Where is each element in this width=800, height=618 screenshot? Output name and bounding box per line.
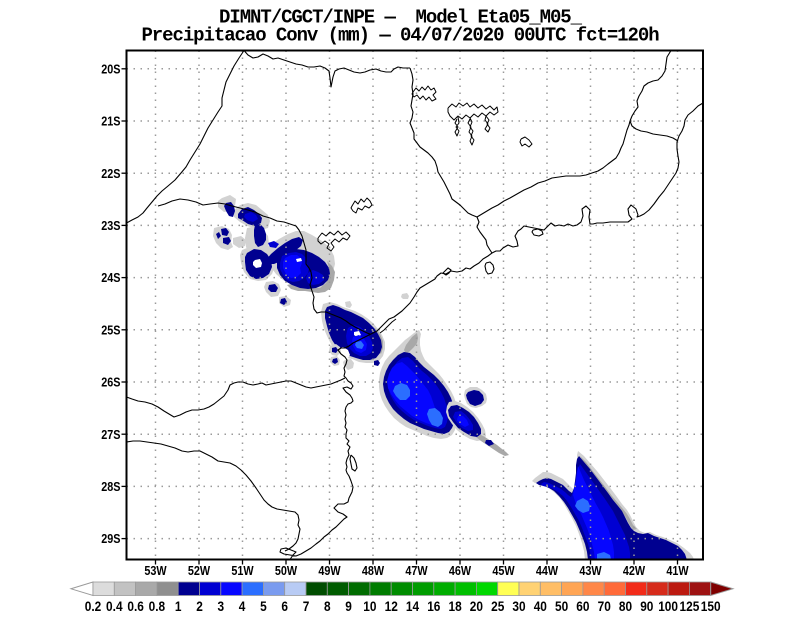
svg-text:14: 14 bbox=[406, 598, 420, 614]
svg-text:16: 16 bbox=[427, 598, 440, 614]
svg-text:20: 20 bbox=[470, 598, 483, 614]
svg-text:21S: 21S bbox=[101, 114, 120, 129]
svg-text:100: 100 bbox=[658, 598, 678, 614]
svg-text:60: 60 bbox=[576, 598, 589, 614]
svg-text:DIMNT/CGCT/INPE — Model Eta05: DIMNT/CGCT/INPE — Model Eta05_M05_ bbox=[219, 7, 583, 29]
svg-text:41W: 41W bbox=[666, 563, 689, 578]
svg-text:50W: 50W bbox=[275, 563, 298, 578]
svg-text:0.2: 0.2 bbox=[85, 598, 101, 614]
svg-text:23S: 23S bbox=[101, 218, 120, 233]
svg-text:Precipitacao Conv (mm) — 04/07: Precipitacao Conv (mm) — 04/07/2020 00UT… bbox=[141, 25, 659, 47]
svg-text:70: 70 bbox=[598, 598, 611, 614]
svg-text:26S: 26S bbox=[101, 375, 120, 390]
svg-text:47W: 47W bbox=[405, 563, 428, 578]
svg-text:29S: 29S bbox=[101, 531, 120, 546]
svg-text:43W: 43W bbox=[579, 563, 602, 578]
svg-text:9: 9 bbox=[345, 598, 352, 614]
svg-text:52W: 52W bbox=[188, 563, 211, 578]
svg-text:48W: 48W bbox=[362, 563, 385, 578]
svg-text:8: 8 bbox=[324, 598, 331, 614]
svg-text:18: 18 bbox=[449, 598, 462, 614]
svg-text:24S: 24S bbox=[101, 270, 120, 285]
svg-text:46W: 46W bbox=[449, 563, 472, 578]
svg-text:30: 30 bbox=[512, 598, 525, 614]
svg-text:1: 1 bbox=[175, 598, 182, 614]
svg-text:50: 50 bbox=[555, 598, 568, 614]
svg-text:25S: 25S bbox=[101, 322, 120, 337]
svg-text:49W: 49W bbox=[318, 563, 341, 578]
svg-text:0.6: 0.6 bbox=[127, 598, 143, 614]
svg-text:44W: 44W bbox=[536, 563, 559, 578]
svg-text:80: 80 bbox=[619, 598, 632, 614]
svg-text:20S: 20S bbox=[101, 61, 120, 76]
svg-text:45W: 45W bbox=[492, 563, 515, 578]
svg-text:90: 90 bbox=[640, 598, 653, 614]
svg-text:6: 6 bbox=[281, 598, 288, 614]
svg-text:125: 125 bbox=[680, 598, 700, 614]
svg-text:28S: 28S bbox=[101, 479, 120, 494]
svg-text:0.4: 0.4 bbox=[106, 598, 123, 614]
svg-text:3: 3 bbox=[218, 598, 225, 614]
svg-text:40: 40 bbox=[534, 598, 547, 614]
svg-text:0.8: 0.8 bbox=[149, 598, 165, 614]
svg-text:12: 12 bbox=[385, 598, 398, 614]
svg-text:5: 5 bbox=[260, 598, 267, 614]
svg-text:51W: 51W bbox=[231, 563, 254, 578]
svg-text:42W: 42W bbox=[623, 563, 646, 578]
svg-text:22S: 22S bbox=[101, 166, 120, 181]
svg-text:7: 7 bbox=[303, 598, 310, 614]
svg-text:2: 2 bbox=[196, 598, 203, 614]
svg-text:10: 10 bbox=[363, 598, 376, 614]
svg-text:150: 150 bbox=[701, 598, 721, 614]
svg-text:53W: 53W bbox=[144, 563, 167, 578]
svg-text:25: 25 bbox=[491, 598, 504, 614]
svg-text:4: 4 bbox=[239, 598, 246, 614]
svg-text:27S: 27S bbox=[101, 427, 120, 442]
